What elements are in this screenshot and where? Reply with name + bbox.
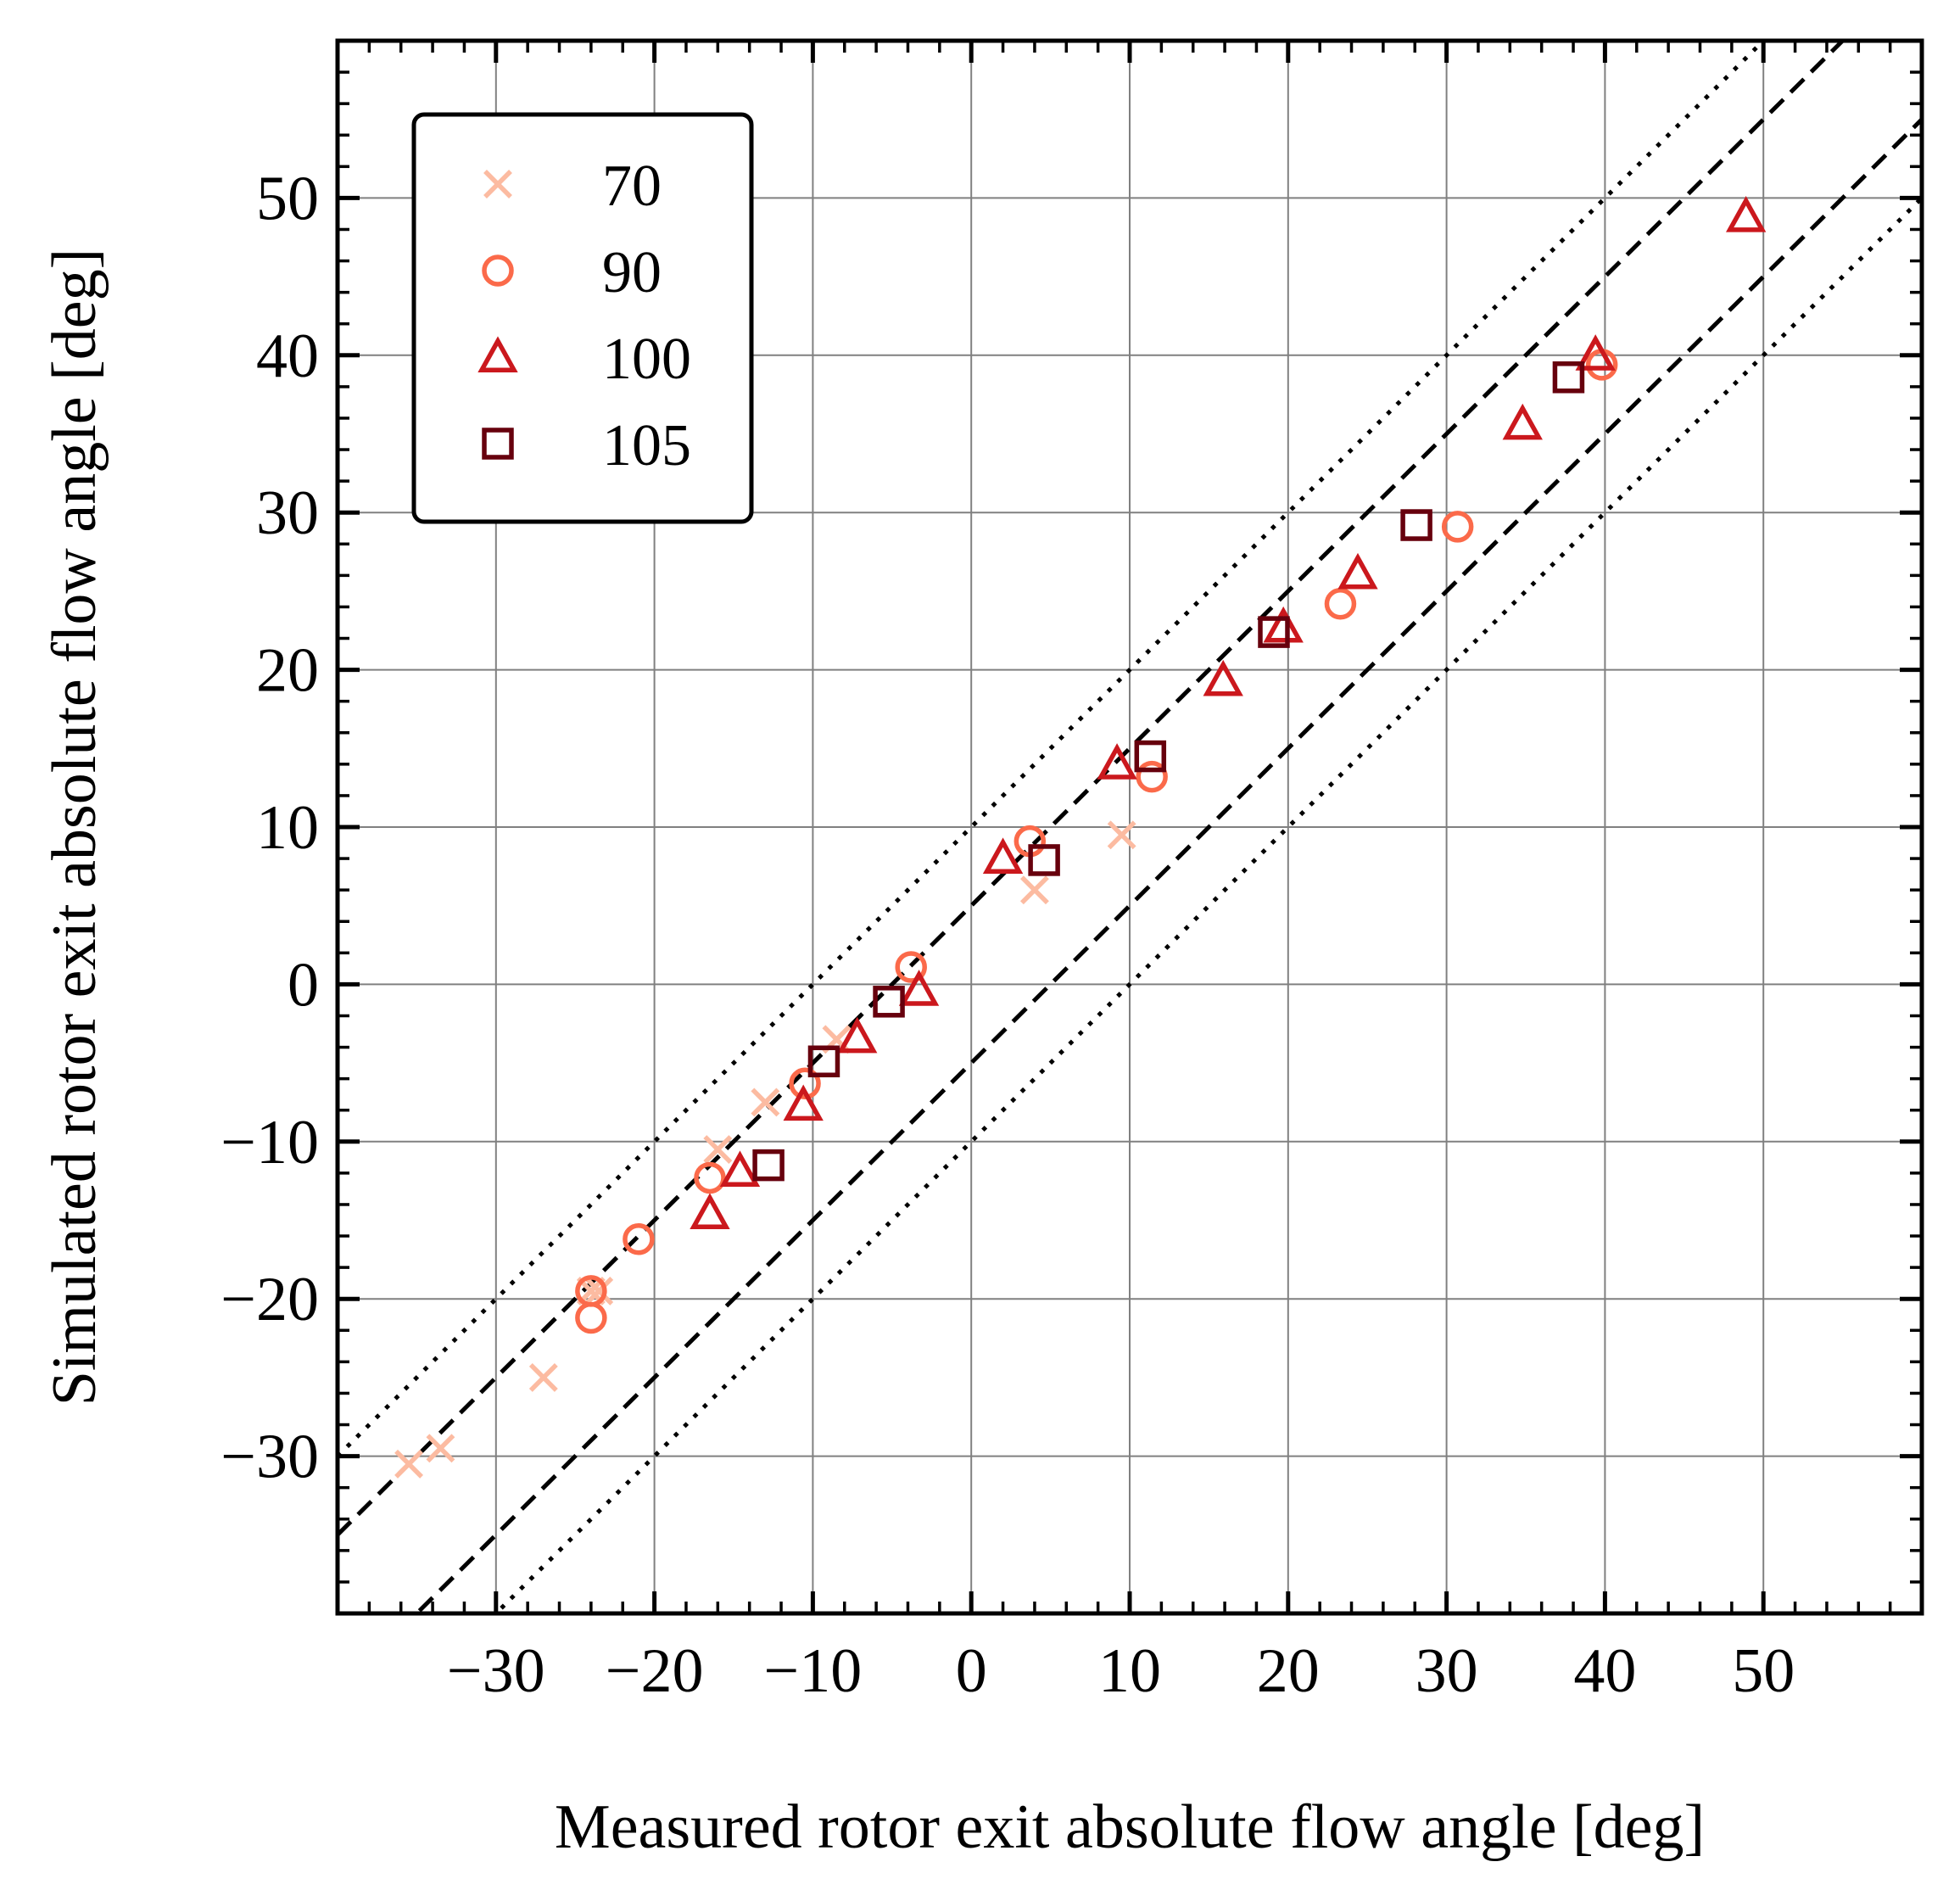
- legend-label-105: 105: [602, 413, 691, 478]
- x-tick-label: 0: [956, 1636, 987, 1706]
- reference-lines: [338, 41, 1922, 1613]
- x-tick-label: 10: [1098, 1636, 1161, 1706]
- series-100: [690, 195, 1767, 1230]
- y-tick-label: −10: [221, 1108, 319, 1177]
- x-axis-title: Measured rotor exit absolute flow angle …: [555, 1792, 1705, 1862]
- data-point: [789, 1067, 821, 1099]
- data-point: [1441, 511, 1474, 543]
- data-point: [1324, 587, 1357, 620]
- data-point: [719, 1150, 761, 1187]
- legend-label-70: 70: [602, 154, 662, 219]
- y-tick-label: 40: [256, 321, 319, 391]
- series-90: [575, 349, 1618, 1334]
- data-point: [1203, 659, 1243, 696]
- y-tick-label: 30: [256, 478, 319, 548]
- data-point: [751, 1087, 780, 1117]
- legend-label-100: 100: [602, 327, 691, 392]
- data-point: [1263, 606, 1304, 643]
- data-point: [584, 1276, 614, 1306]
- data-point: [1552, 361, 1585, 394]
- dashed-reference-line: [338, 41, 1846, 1537]
- data-point: [807, 1045, 840, 1077]
- x-tick-label: −10: [764, 1636, 863, 1706]
- x-tick-label: 50: [1732, 1636, 1795, 1706]
- data-point: [528, 1362, 558, 1392]
- data-point: [1502, 403, 1543, 440]
- y-axis-title: Simulated rotor exit absolute flow angle…: [40, 249, 109, 1406]
- y-tick-label: 20: [256, 636, 319, 706]
- data-point: [982, 837, 1024, 875]
- data-point: [703, 1135, 733, 1165]
- legend: 70 90 100 105: [411, 112, 754, 524]
- data-point: [1107, 820, 1136, 850]
- data-point: [1134, 740, 1167, 773]
- data-point: [1575, 334, 1616, 371]
- data-point: [690, 1193, 730, 1230]
- legend-marker-90: [482, 254, 514, 287]
- legend-label-90: 90: [602, 240, 662, 305]
- dotted-reference-line: [338, 41, 1767, 1458]
- data-point: [1028, 844, 1060, 876]
- data-point: [394, 1449, 424, 1479]
- data-point: [837, 1016, 878, 1054]
- data-point: [898, 970, 940, 1006]
- data-point: [1337, 552, 1378, 590]
- dashed-reference-line: [413, 117, 1922, 1613]
- data-point: [426, 1434, 455, 1463]
- x-tick-label: −30: [447, 1636, 545, 1706]
- plot-frame: [335, 38, 1924, 1616]
- data-point: [1258, 616, 1290, 648]
- x-tick-label: 40: [1573, 1636, 1636, 1706]
- data-point: [783, 1084, 824, 1121]
- series-105: [752, 361, 1585, 1182]
- legend-box: [411, 112, 754, 524]
- legend-marker-70: [483, 170, 512, 198]
- y-tick-label: −30: [221, 1423, 319, 1492]
- data-point: [575, 1301, 607, 1334]
- data-point: [1400, 509, 1432, 541]
- y-tick-label: −20: [221, 1265, 319, 1334]
- tick-labels: −30 −20 −10 0 10 20 30 40 50 −30 −20 −10 0 10 20 30 40 50: [221, 164, 1795, 1706]
- legend-marker-105: [482, 428, 514, 460]
- x-tick-label: −20: [606, 1636, 704, 1706]
- data-point: [873, 986, 905, 1018]
- data-point: [694, 1161, 726, 1194]
- data-point: [1725, 195, 1767, 232]
- data-point: [752, 1149, 785, 1182]
- y-tick-label: 10: [256, 793, 319, 863]
- data-point: [1136, 760, 1168, 793]
- data-point: [1019, 875, 1049, 905]
- data-points: [394, 195, 1767, 1479]
- data-point: [895, 951, 927, 983]
- y-tick-label: 0: [288, 950, 319, 1020]
- x-tick-label: 30: [1416, 1636, 1478, 1706]
- y-tick-label: 50: [256, 164, 319, 233]
- data-point: [1097, 743, 1137, 780]
- axis-ticks: [336, 39, 1924, 1615]
- dotted-reference-line: [493, 196, 1922, 1613]
- data-point: [623, 1222, 655, 1255]
- legend-marker-100: [477, 336, 518, 372]
- x-tick-label: 20: [1257, 1636, 1320, 1706]
